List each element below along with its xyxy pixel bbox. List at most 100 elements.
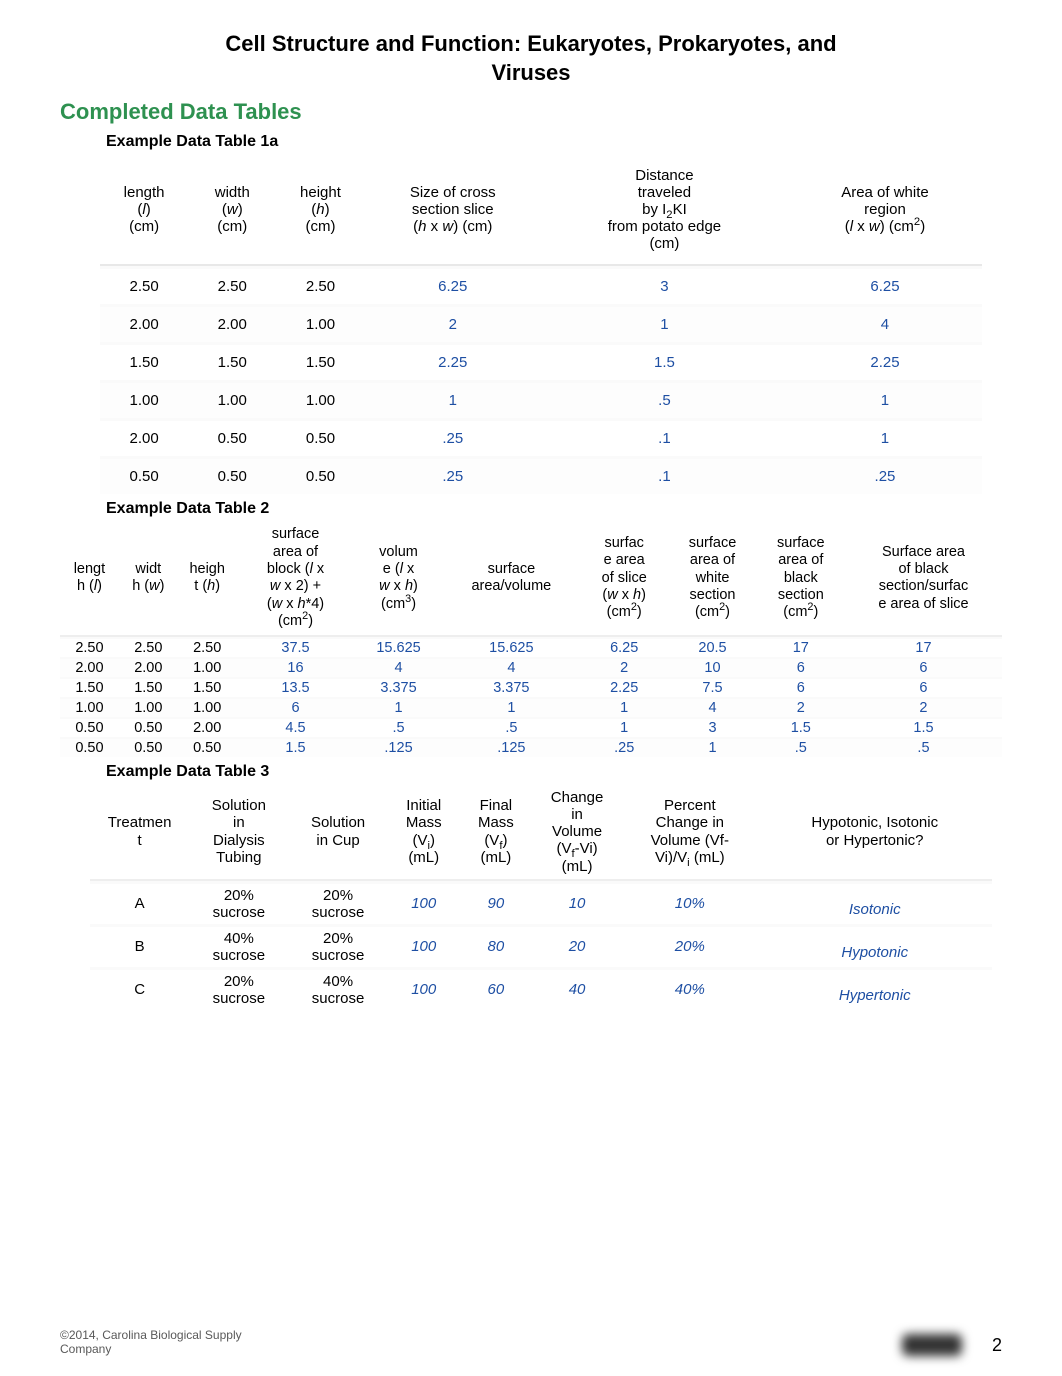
cell-slice: 2: [580, 657, 668, 677]
cell-w: 1.00: [188, 380, 276, 418]
cell-sav: .5: [443, 717, 580, 737]
table-row: 1.501.501.502.251.52.25: [100, 342, 982, 380]
cell-w: 1.50: [188, 342, 276, 380]
cell-ratio: 6: [845, 677, 1002, 697]
col-h: height (h): [178, 522, 237, 636]
cell-ratio: 6: [845, 657, 1002, 677]
cell-w: 0.50: [119, 737, 178, 757]
cell-change: 20: [532, 924, 622, 967]
cell-treatment: B: [90, 924, 189, 967]
cell-w: 2.50: [119, 637, 178, 657]
cell-size: 2: [365, 304, 541, 342]
cell-h: 1.50: [178, 677, 237, 697]
cell-vol: 15.625: [354, 637, 442, 657]
cell-white: 10: [668, 657, 756, 677]
table-row: 2.002.001.00214: [100, 304, 982, 342]
cell-h: 1.00: [178, 697, 237, 717]
cell-slice: 1: [580, 717, 668, 737]
cell-l: 2.00: [60, 657, 119, 677]
cell-h: 2.00: [178, 717, 237, 737]
cell-slice: 2.25: [580, 677, 668, 697]
table-3: Treatment SolutioninDialysisTubing Solut…: [90, 785, 992, 1010]
cell-dialysis: 20% sucrose: [189, 881, 288, 924]
table-row: 2.000.500.50.25.11: [100, 418, 982, 456]
col-sav: surfacearea/volume: [443, 522, 580, 636]
cell-l: 2.00: [100, 418, 188, 456]
cell-vi: 100: [388, 967, 460, 1010]
cell-percent: 10%: [622, 881, 757, 924]
cell-dist: .5: [541, 380, 788, 418]
cell-black: 2: [757, 697, 845, 717]
cell-slice: 6.25: [580, 637, 668, 657]
col-length: length(l)(cm): [100, 155, 188, 266]
cell-dist: .1: [541, 456, 788, 494]
col-slice: surface areaof slice(w x h)(cm2): [580, 522, 668, 636]
cell-l: 0.50: [60, 737, 119, 757]
cell-sa: 6: [237, 697, 355, 717]
col-white: surfacearea ofwhitesection(cm2): [668, 522, 756, 636]
col-width: width(w)(cm): [188, 155, 276, 266]
table-row: B40% sucrose20% sucrose100802020%Hypoton…: [90, 924, 992, 967]
cell-h: 1.00: [276, 380, 364, 418]
section-title: Completed Data Tables: [60, 99, 1002, 125]
table-header-row: length(l)(cm) width(w)(cm) height(h)(cm)…: [100, 155, 982, 266]
cell-dist: 3: [541, 266, 788, 304]
cell-white: 7.5: [668, 677, 756, 697]
cell-dialysis: 40% sucrose: [189, 924, 288, 967]
cell-w: 1.50: [119, 677, 178, 697]
cell-size: 6.25: [365, 266, 541, 304]
cell-slice: .25: [580, 737, 668, 757]
table-row: 0.500.502.004.5.5.5131.51.5: [60, 717, 1002, 737]
cell-percent: 20%: [622, 924, 757, 967]
cell-vol: .125: [354, 737, 442, 757]
cell-dist: .1: [541, 418, 788, 456]
cell-l: 1.50: [60, 677, 119, 697]
table1a-title: Example Data Table 1a: [106, 133, 1002, 151]
cell-black: 6: [757, 677, 845, 697]
cell-ratio: 1.5: [845, 717, 1002, 737]
cell-h: 2.50: [178, 637, 237, 657]
table-row: A20% sucrose20% sucrose100901010%Isotoni…: [90, 881, 992, 924]
cell-w: 1.00: [119, 697, 178, 717]
cell-treatment: A: [90, 881, 189, 924]
cell-black: 1.5: [757, 717, 845, 737]
col-distance: Distancetraveledby I2KIfrom potato edge(…: [541, 155, 788, 266]
table-row: 2.502.502.506.2536.25: [100, 266, 982, 304]
cell-white: 1: [668, 737, 756, 757]
cell-ratio: .5: [845, 737, 1002, 757]
page-title: Cell Structure and Function: Eukaryotes,…: [60, 30, 1002, 87]
col-change: ChangeinVolume(Vf-Vi)(mL): [532, 785, 622, 881]
cell-sa: 4.5: [237, 717, 355, 737]
col-sa: surfacearea ofblock (l xw x 2) +(w x h*4…: [237, 522, 355, 636]
cell-l: 0.50: [100, 456, 188, 494]
cell-vi: 100: [388, 881, 460, 924]
page-footer: ©2014, Carolina Biological Supply Compan…: [60, 1328, 1002, 1356]
cell-h: 0.50: [276, 456, 364, 494]
cell-w: 2.00: [119, 657, 178, 677]
cell-w: 0.50: [188, 456, 276, 494]
cell-h: 2.50: [276, 266, 364, 304]
col-vf: FinalMass(Vf)(mL): [460, 785, 532, 881]
cell-class: Hypertonic: [757, 967, 992, 1010]
col-percent: PercentChange inVolume (Vf-Vi)/Vi (mL): [622, 785, 757, 881]
cell-l: 1.00: [60, 697, 119, 717]
table-row: 1.001.001.006111422: [60, 697, 1002, 717]
cell-w: 0.50: [188, 418, 276, 456]
col-treatment: Treatment: [90, 785, 189, 881]
cell-black: 6: [757, 657, 845, 677]
cell-h: 0.50: [178, 737, 237, 757]
cell-vol: 1: [354, 697, 442, 717]
cell-cup: 20% sucrose: [288, 924, 387, 967]
cell-cup: 40% sucrose: [288, 967, 387, 1010]
cell-h: 1.50: [276, 342, 364, 380]
col-height: height(h)(cm): [276, 155, 364, 266]
cell-white: 4: [668, 697, 756, 717]
cell-area: 4: [788, 304, 982, 342]
cell-sa: 16: [237, 657, 355, 677]
cell-area: 6.25: [788, 266, 982, 304]
cell-vf: 60: [460, 967, 532, 1010]
table-header-row: Treatment SolutioninDialysisTubing Solut…: [90, 785, 992, 881]
cell-size: 1: [365, 380, 541, 418]
cell-sa: 37.5: [237, 637, 355, 657]
page-number: 2: [992, 1335, 1002, 1356]
